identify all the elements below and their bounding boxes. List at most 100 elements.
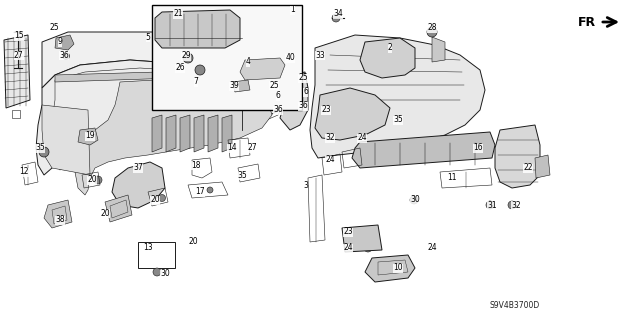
Polygon shape [232,80,250,92]
Polygon shape [194,115,204,152]
Polygon shape [78,128,98,145]
Text: 6: 6 [303,87,308,97]
Text: 39: 39 [229,81,239,91]
Circle shape [94,176,102,184]
Polygon shape [55,68,298,82]
Text: 22: 22 [524,164,532,173]
Text: 20: 20 [100,209,110,218]
Text: 5: 5 [145,33,150,41]
Text: 18: 18 [191,160,201,169]
Polygon shape [432,37,445,62]
Text: 7: 7 [193,78,198,86]
Text: S9V4B3700D: S9V4B3700D [490,300,540,309]
Circle shape [63,53,70,60]
Text: 21: 21 [173,10,183,19]
Text: 23: 23 [343,227,353,236]
Text: 33: 33 [315,50,325,60]
Text: 4: 4 [246,57,250,66]
Polygon shape [36,60,300,175]
Text: 13: 13 [143,243,153,253]
Polygon shape [42,32,298,88]
Text: 32: 32 [325,133,335,143]
Text: 10: 10 [393,263,403,272]
Text: 11: 11 [447,174,457,182]
Polygon shape [280,72,308,130]
Circle shape [183,53,193,63]
Polygon shape [152,115,162,152]
Polygon shape [180,115,190,152]
Polygon shape [155,10,240,48]
Circle shape [390,118,398,126]
Text: 1: 1 [291,5,295,14]
Circle shape [153,268,161,276]
Circle shape [344,228,352,236]
Polygon shape [240,58,285,80]
Text: 27: 27 [247,144,257,152]
Text: 35: 35 [35,144,45,152]
Circle shape [364,244,372,252]
Polygon shape [44,200,72,228]
Text: 20: 20 [87,175,97,184]
Text: 35: 35 [393,115,403,124]
Text: 2: 2 [388,43,392,53]
Polygon shape [222,115,232,152]
Circle shape [159,195,166,202]
Circle shape [486,201,494,209]
Circle shape [319,49,325,55]
Text: 23: 23 [321,106,331,115]
Text: 31: 31 [487,201,497,210]
Polygon shape [310,35,485,158]
Circle shape [319,57,325,63]
Text: 27: 27 [14,50,24,60]
Polygon shape [352,132,495,168]
Text: 24: 24 [343,243,353,253]
Text: 40: 40 [285,54,295,63]
Circle shape [332,14,340,22]
Polygon shape [4,35,30,108]
Polygon shape [208,115,218,152]
Text: 25: 25 [49,24,59,33]
Text: 37: 37 [133,164,143,173]
Text: 38: 38 [55,216,65,225]
Text: 36: 36 [273,106,283,115]
Circle shape [207,187,213,193]
Text: 14: 14 [227,144,237,152]
Polygon shape [315,88,390,140]
Text: 3: 3 [303,182,308,190]
Polygon shape [55,35,74,50]
Text: 20: 20 [150,196,160,204]
Circle shape [508,201,516,209]
Text: 36: 36 [298,101,308,110]
Circle shape [328,134,336,142]
Text: 12: 12 [19,167,29,176]
Text: 15: 15 [14,32,24,41]
Polygon shape [166,115,176,152]
Text: 36: 36 [59,50,69,60]
Circle shape [319,65,325,71]
Circle shape [324,108,332,116]
Text: 25: 25 [269,80,279,90]
Polygon shape [342,225,382,252]
Text: 32: 32 [511,201,521,210]
Polygon shape [75,78,272,195]
Text: 30: 30 [160,270,170,278]
Text: 30: 30 [410,196,420,204]
Text: 17: 17 [195,188,205,197]
Circle shape [427,27,437,37]
Text: FR: FR [578,16,596,28]
Polygon shape [360,38,415,78]
Circle shape [39,147,49,157]
Polygon shape [495,125,540,188]
Text: 25: 25 [298,73,308,83]
Text: 34: 34 [333,10,343,19]
Polygon shape [112,162,165,208]
Text: 20: 20 [188,238,198,247]
Polygon shape [365,255,415,282]
Polygon shape [105,195,132,222]
Text: 29: 29 [181,51,191,61]
Text: 19: 19 [85,131,95,140]
Text: 6: 6 [276,92,280,100]
Text: 24: 24 [427,243,437,253]
Text: 9: 9 [58,38,63,47]
Text: 16: 16 [473,144,483,152]
